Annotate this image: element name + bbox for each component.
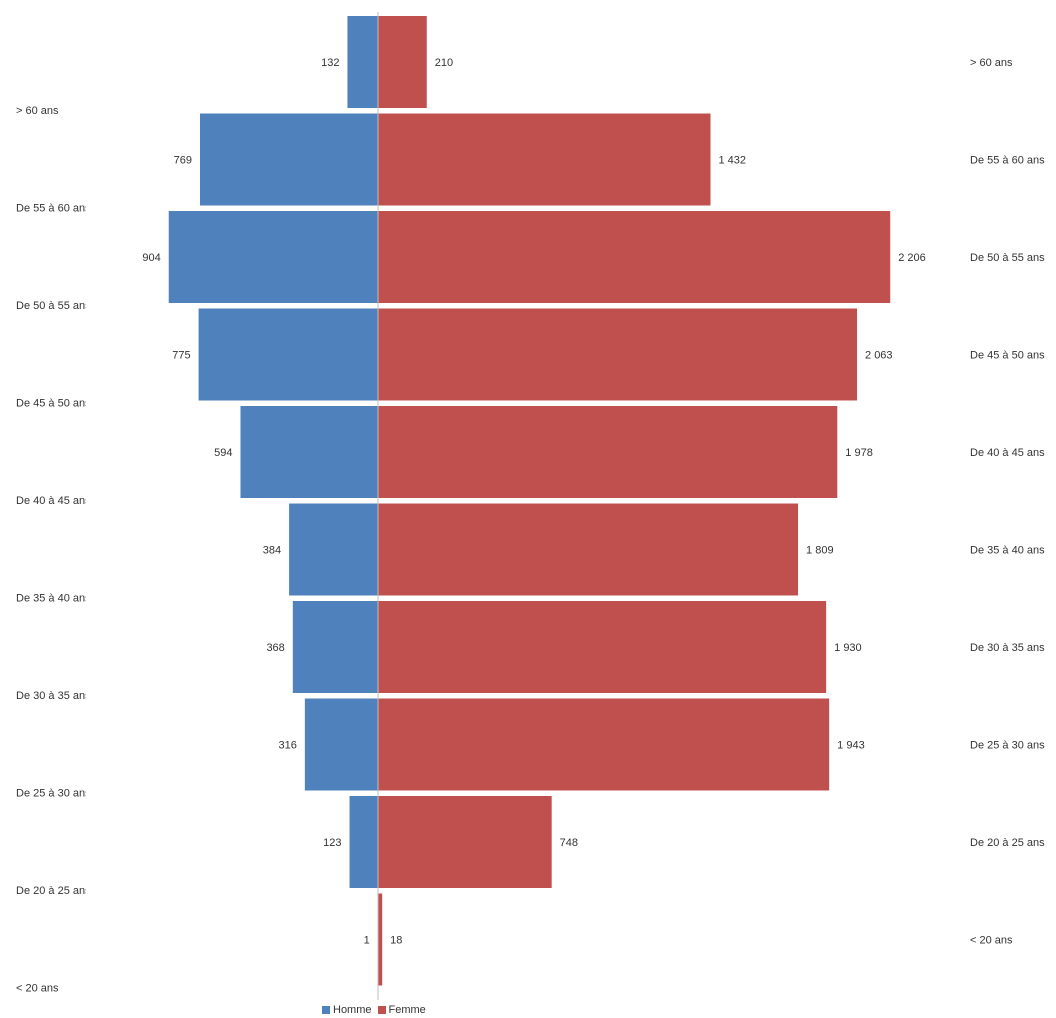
- legend-swatch-homme: [322, 1006, 330, 1014]
- chart-legend: Homme Femme: [322, 1004, 426, 1016]
- value-label-femme: 1 809: [806, 545, 834, 557]
- bar-femme: [378, 698, 830, 791]
- right-axis-label: > 60 ans: [970, 57, 1013, 69]
- bar-femme: [378, 601, 827, 693]
- value-label-homme: 775: [172, 350, 190, 362]
- value-label-femme: 210: [435, 57, 453, 69]
- bar-homme: [347, 16, 378, 108]
- bar-homme: [304, 698, 378, 791]
- right-axis-label: De 35 à 40 ans: [970, 545, 1045, 557]
- value-label-homme: 594: [214, 447, 232, 459]
- bar-femme: [378, 796, 552, 888]
- left-axis-label: De 20 à 25 ans: [16, 885, 91, 897]
- value-label-femme: 1 432: [719, 155, 747, 167]
- value-label-homme: 132: [321, 57, 339, 69]
- left-axis-label: De 45 à 50 ans: [16, 398, 91, 410]
- value-label-homme: 316: [278, 740, 296, 752]
- bar-homme: [349, 796, 378, 888]
- bar-femme: [378, 893, 383, 986]
- legend-item-femme: Femme: [377, 1004, 426, 1016]
- value-label-homme: 1: [364, 935, 370, 947]
- value-label-homme: 123: [323, 837, 341, 849]
- value-label-homme: 368: [266, 642, 284, 654]
- bar-femme: [378, 503, 799, 596]
- bar-femme: [378, 211, 891, 303]
- right-axis-label: De 45 à 50 ans: [970, 350, 1045, 362]
- right-axis-label: De 20 à 25 ans: [970, 837, 1045, 849]
- bar-femme: [378, 308, 858, 401]
- right-axis-label: De 40 à 45 ans: [970, 447, 1045, 459]
- bar-femme: [378, 16, 427, 108]
- value-label-femme: 18: [390, 935, 402, 947]
- value-label-femme: 1 943: [837, 740, 865, 752]
- bar-homme: [168, 211, 378, 303]
- right-axis-label: < 20 ans: [970, 935, 1013, 947]
- value-label-homme: 904: [142, 252, 160, 264]
- bar-homme: [198, 308, 378, 401]
- value-label-femme: 2 063: [865, 350, 893, 362]
- legend-swatch-femme: [377, 1006, 386, 1014]
- value-label-femme: 1 930: [834, 642, 862, 654]
- bar-homme: [199, 113, 378, 206]
- bar-femme: [378, 406, 838, 498]
- left-axis-label: De 35 à 40 ans: [16, 593, 91, 605]
- value-label-homme: 384: [263, 545, 281, 557]
- left-axis-label: De 30 à 35 ans: [16, 690, 91, 702]
- bar-homme: [289, 503, 378, 596]
- value-label-femme: 748: [560, 837, 578, 849]
- right-axis-label: De 25 à 30 ans: [970, 740, 1045, 752]
- bar-homme: [240, 406, 378, 498]
- left-axis-label: De 55 à 60 ans: [16, 203, 91, 215]
- left-axis-label: < 20 ans: [16, 983, 59, 995]
- bar-homme: [292, 601, 378, 693]
- legend-label-femme: Femme: [388, 1004, 426, 1016]
- legend-item-homme: Homme: [322, 1004, 372, 1016]
- value-label-femme: 1 978: [845, 447, 873, 459]
- left-axis-label: > 60 ans: [16, 105, 59, 117]
- legend-label-homme: Homme: [333, 1004, 372, 1016]
- bar-femme: [378, 113, 711, 206]
- left-axis-label: De 40 à 45 ans: [16, 495, 91, 507]
- value-label-femme: 2 206: [898, 252, 926, 264]
- right-axis-label: De 50 à 55 ans: [970, 252, 1045, 264]
- left-axis-label: De 50 à 55 ans: [16, 300, 91, 312]
- right-axis-label: De 55 à 60 ans: [970, 155, 1045, 167]
- left-axis-label: De 25 à 30 ans: [16, 788, 91, 800]
- value-label-homme: 769: [174, 155, 192, 167]
- right-axis-label: De 30 à 35 ans: [970, 642, 1045, 654]
